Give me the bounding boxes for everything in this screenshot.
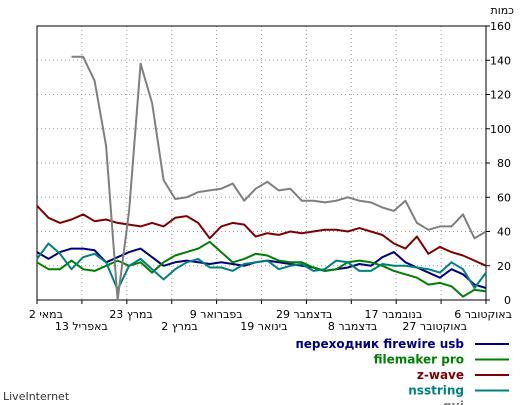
x-tick-label: 17 בנובמבר (365, 308, 423, 321)
y-tick-label: 60 (497, 191, 511, 204)
y-tick-label: 120 (490, 89, 511, 102)
series-line-3 (36, 242, 487, 291)
y-tick-label: 40 (497, 226, 511, 239)
legend-label: filemaker pro (374, 353, 464, 367)
x-tick-label: 19 בינואר (240, 320, 287, 333)
x-tick-label: 29 בדצמבר (276, 308, 332, 321)
x-tick-label: 23 במרץ (109, 308, 152, 321)
legend-label: nsstring (408, 384, 464, 398)
y-axis: 0 20 40 60 80 100 120 140 160 (486, 20, 511, 307)
x-tick-label: 13 באפריל (55, 320, 108, 333)
y-tick-label: 140 (490, 54, 511, 67)
x-tick-label: 2 במרץ (161, 320, 197, 333)
series-line-4 (71, 55, 487, 301)
series-layer (36, 55, 487, 301)
x-tick-label: 6 באוקטובר (454, 308, 512, 321)
legend-label: z-wave (417, 368, 464, 382)
y-tick-label: 80 (497, 157, 511, 170)
legend: переходник firewire usb filemaker proz-wa… (295, 337, 509, 405)
legend-label: gui (443, 399, 464, 405)
y-axis-label: כמות (490, 4, 514, 17)
x-tick-label: 8 בדצמבר (328, 320, 377, 333)
brand-label: LiveInternet (3, 390, 70, 403)
y-tick-label: 100 (490, 123, 511, 136)
y-tick-label: 0 (504, 294, 511, 307)
legend-label: переходник firewire usb (295, 337, 464, 351)
grid (36, 25, 487, 301)
y-tick-label: 160 (490, 20, 511, 33)
series-line-1 (36, 240, 487, 298)
x-tick-label: 2 במאי (29, 308, 63, 321)
y-tick-label: 20 (497, 260, 511, 273)
x-tick-label: 9 בפברואר (190, 308, 243, 321)
x-tick-label: 27 באוקטובר (402, 320, 467, 333)
